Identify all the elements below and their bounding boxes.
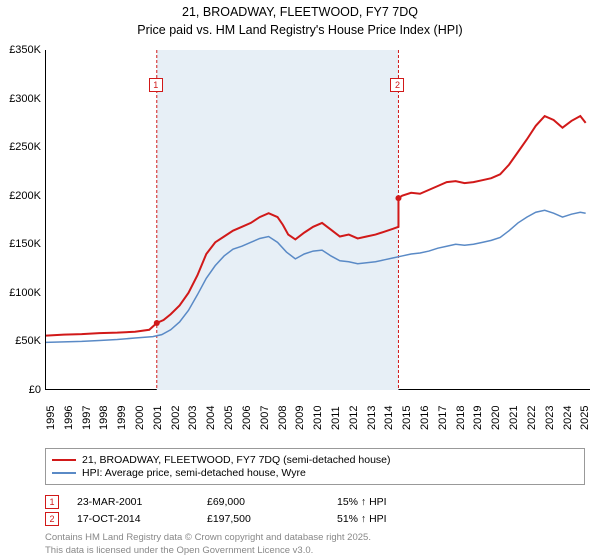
transaction-date: 17-OCT-2014 bbox=[77, 513, 207, 525]
transaction-row: 2 17-OCT-2014£197,50051% ↑ HPI bbox=[45, 512, 467, 526]
transaction-rows: 1 23-MAR-2001£69,00015% ↑ HPI 2 17-OCT-2014… bbox=[45, 492, 467, 529]
x-tick-label: 1996 bbox=[63, 406, 75, 430]
x-tick-label: 1995 bbox=[45, 406, 57, 430]
chart-svg bbox=[46, 50, 591, 390]
x-tick-label: 2023 bbox=[544, 406, 556, 430]
transaction-delta: 15% ↑ HPI bbox=[337, 496, 467, 508]
legend-row-price: 21, BROADWAY, FLEETWOOD, FY7 7DQ (semi-d… bbox=[52, 454, 578, 466]
x-tick-label: 2021 bbox=[508, 406, 520, 430]
transaction-price: £69,000 bbox=[207, 496, 337, 508]
x-tick-label: 2004 bbox=[205, 406, 217, 430]
x-tick-label: 2011 bbox=[330, 406, 342, 430]
x-tick-label: 2022 bbox=[526, 406, 538, 430]
x-tick-label: 2025 bbox=[579, 406, 591, 430]
x-tick-label: 1998 bbox=[98, 406, 110, 430]
x-tick-label: 2016 bbox=[419, 406, 431, 430]
x-tick-label: 2012 bbox=[348, 406, 360, 430]
x-tick-label: 2001 bbox=[152, 406, 164, 430]
legend-swatch-price bbox=[52, 459, 76, 461]
x-tick-label: 2009 bbox=[294, 406, 306, 430]
x-tick-label: 2020 bbox=[490, 406, 502, 430]
y-tick-label: £350K bbox=[9, 44, 41, 56]
x-tick-label: 2006 bbox=[241, 406, 253, 430]
transaction-row: 1 23-MAR-2001£69,00015% ↑ HPI bbox=[45, 495, 467, 509]
transaction-date: 23-MAR-2001 bbox=[77, 496, 207, 508]
transaction-marker-icon: 2 bbox=[45, 512, 59, 526]
y-tick-label: £300K bbox=[9, 93, 41, 105]
y-tick-label: £200K bbox=[9, 190, 41, 202]
title-line1: 21, BROADWAY, FLEETWOOD, FY7 7DQ bbox=[0, 4, 600, 22]
x-tick-label: 2000 bbox=[134, 406, 146, 430]
x-tick-label: 2015 bbox=[401, 406, 413, 430]
y-tick-label: £100K bbox=[9, 287, 41, 299]
x-tick-label: 2017 bbox=[437, 406, 449, 430]
x-axis-labels: 1995 1996 1997 1998 1999 2000 2001 2002 2003 2004… bbox=[45, 392, 590, 442]
y-axis-labels: £0£50K£100K£150K£200K£250K£300K£350K bbox=[0, 50, 43, 390]
legend-label-price: 21, BROADWAY, FLEETWOOD, FY7 7DQ (semi-d… bbox=[82, 454, 391, 466]
y-tick-label: £150K bbox=[9, 238, 41, 250]
x-tick-label: 2002 bbox=[170, 406, 182, 430]
x-tick-label: 2007 bbox=[259, 406, 271, 430]
footer-line1: Contains HM Land Registry data © Crown c… bbox=[45, 532, 371, 544]
y-tick-label: £250K bbox=[9, 141, 41, 153]
x-tick-label: 2018 bbox=[455, 406, 467, 430]
legend-swatch-hpi bbox=[52, 472, 76, 474]
footer-attribution: Contains HM Land Registry data © Crown c… bbox=[45, 532, 371, 557]
title-line2: Price paid vs. HM Land Registry's House … bbox=[0, 22, 600, 40]
x-tick-label: 2003 bbox=[187, 406, 199, 430]
chart-title: 21, BROADWAY, FLEETWOOD, FY7 7DQ Price p… bbox=[0, 0, 600, 39]
transaction-delta: 51% ↑ HPI bbox=[337, 513, 467, 525]
x-tick-label: 2013 bbox=[366, 406, 378, 430]
y-tick-label: £50K bbox=[15, 335, 41, 347]
x-tick-label: 2008 bbox=[277, 406, 289, 430]
chart-marker-1: 1 bbox=[149, 78, 163, 92]
footer-line2: This data is licensed under the Open Gov… bbox=[45, 545, 371, 557]
x-tick-label: 2014 bbox=[383, 406, 395, 430]
legend-label-hpi: HPI: Average price, semi-detached house,… bbox=[82, 467, 306, 479]
x-tick-label: 1997 bbox=[81, 406, 93, 430]
transaction-price: £197,500 bbox=[207, 513, 337, 525]
chart-plot-area bbox=[45, 50, 590, 390]
x-tick-label: 2019 bbox=[472, 406, 484, 430]
x-tick-label: 2005 bbox=[223, 406, 235, 430]
transaction-marker-icon: 1 bbox=[45, 495, 59, 509]
y-tick-label: £0 bbox=[29, 384, 41, 396]
legend-box: 21, BROADWAY, FLEETWOOD, FY7 7DQ (semi-d… bbox=[45, 448, 585, 485]
x-tick-label: 2024 bbox=[562, 406, 574, 430]
legend-row-hpi: HPI: Average price, semi-detached house,… bbox=[52, 467, 578, 479]
x-tick-label: 1999 bbox=[116, 406, 128, 430]
x-tick-label: 2010 bbox=[312, 406, 324, 430]
chart-marker-2: 2 bbox=[390, 78, 404, 92]
